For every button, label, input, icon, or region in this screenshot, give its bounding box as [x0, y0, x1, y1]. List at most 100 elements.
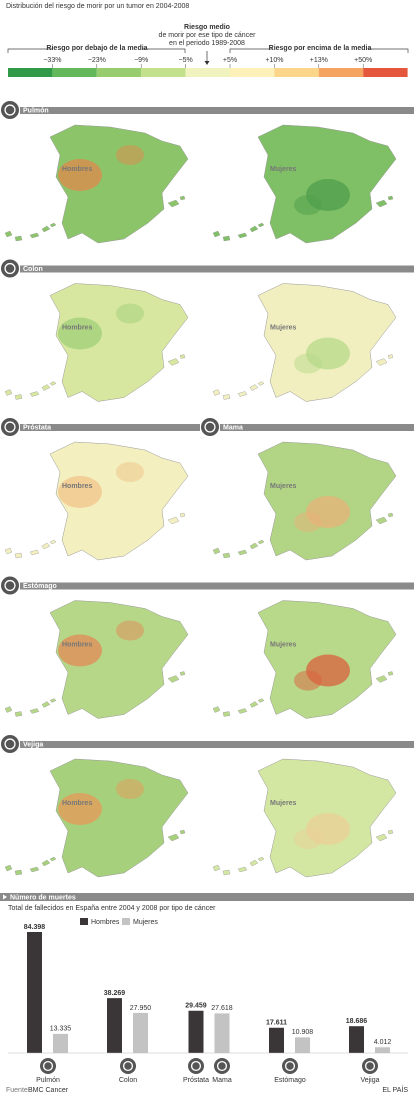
map-islands	[375, 195, 394, 208]
icon	[188, 1058, 204, 1074]
map-islands	[375, 671, 394, 683]
map-area	[116, 145, 144, 165]
section-title: Vejiga	[23, 742, 43, 749]
bar	[375, 1047, 390, 1053]
category-label: Próstata	[183, 1077, 209, 1084]
map-land	[49, 283, 189, 402]
map-area	[116, 462, 144, 482]
icon-inner	[190, 1060, 202, 1072]
icon-inner	[4, 262, 16, 275]
legend-swatch	[141, 68, 186, 77]
map-area	[58, 159, 102, 191]
bar	[269, 1027, 284, 1053]
map-label: Mujeres	[270, 166, 297, 173]
value-label: 10.908	[292, 1029, 314, 1036]
map-islands	[375, 829, 394, 842]
legend-swatch	[8, 68, 53, 77]
map-canarias	[4, 381, 57, 400]
map-land	[49, 441, 189, 561]
category-label: Colon	[119, 1077, 137, 1084]
map	[212, 441, 397, 561]
icon-inner	[204, 421, 216, 433]
value-label: 27.950	[130, 1005, 152, 1012]
map-islands	[167, 195, 186, 208]
bar	[214, 1013, 230, 1053]
map-area	[58, 793, 102, 825]
section-bar	[0, 893, 414, 901]
map-land	[49, 124, 189, 244]
legend-tick-label: +5%	[223, 57, 237, 64]
legend-tick-label: −5%	[178, 57, 192, 64]
map-canarias	[4, 222, 57, 242]
source: BMC Cancer	[28, 1087, 69, 1094]
map-area	[58, 317, 102, 350]
map-area	[116, 779, 144, 799]
icon-inner	[4, 104, 16, 116]
category-label: Vejiga	[360, 1077, 379, 1084]
map	[212, 600, 397, 719]
map-area	[116, 303, 144, 324]
map-land	[49, 600, 189, 719]
map-islands	[375, 512, 394, 525]
legend-tick-label: −33%	[43, 57, 61, 64]
chart-title: Número de muertes	[10, 894, 76, 901]
bullet	[3, 894, 7, 900]
map-area	[294, 195, 322, 215]
legend-label: Hombres	[91, 919, 120, 926]
map-islands	[167, 354, 186, 366]
value-label: 29.459	[185, 1003, 207, 1010]
icon	[214, 1058, 230, 1074]
map-canarias	[212, 539, 265, 559]
legend-swatch	[122, 918, 130, 925]
legend-label: Mujeres	[133, 919, 158, 926]
map	[4, 441, 189, 561]
map-canarias	[212, 856, 265, 876]
value-label: 84.398	[24, 924, 46, 931]
arrow-head	[204, 61, 210, 65]
icon-inner	[42, 1060, 54, 1072]
map-canarias	[212, 222, 265, 242]
map-islands	[167, 671, 186, 683]
legend-swatch	[185, 68, 230, 77]
icon-inner	[4, 421, 16, 433]
bar	[133, 1012, 148, 1053]
label-bg	[52, 44, 142, 53]
icon-inner	[216, 1060, 228, 1072]
map-islands	[167, 829, 186, 842]
section-title: Próstata	[23, 425, 51, 432]
map-canarias	[212, 381, 265, 400]
brand: EL PAÍS	[382, 1085, 408, 1094]
section-bar	[20, 265, 414, 273]
icon	[1, 418, 19, 436]
map-area	[294, 353, 322, 374]
map-label: Mujeres	[270, 641, 297, 648]
icon	[1, 735, 19, 753]
map	[4, 758, 189, 878]
legend-swatch	[274, 68, 319, 77]
value-label: 27.618	[211, 1005, 233, 1012]
section-bar	[20, 107, 414, 114]
map-label: Hombres	[62, 800, 92, 807]
legend-tick-label: −23%	[88, 57, 106, 64]
bar	[53, 1033, 68, 1053]
icon-inner	[122, 1060, 134, 1072]
icon	[1, 259, 19, 278]
value-label: 38.269	[104, 990, 126, 997]
label-bg	[272, 44, 368, 53]
map-area	[58, 634, 102, 667]
map	[212, 758, 397, 878]
section-title: Mama	[223, 425, 243, 432]
bar	[188, 1010, 204, 1053]
category-label: Estómago	[274, 1077, 306, 1084]
legend-tick-label: −9%	[134, 57, 148, 64]
map-area	[294, 512, 322, 532]
map-islands	[375, 354, 394, 366]
legend-swatch	[96, 68, 142, 77]
map-canarias	[212, 698, 265, 717]
section-bar	[220, 424, 414, 431]
map-label: Hombres	[62, 641, 92, 648]
map-label: Hombres	[62, 166, 92, 173]
icon-inner	[4, 579, 16, 592]
map	[212, 124, 397, 244]
